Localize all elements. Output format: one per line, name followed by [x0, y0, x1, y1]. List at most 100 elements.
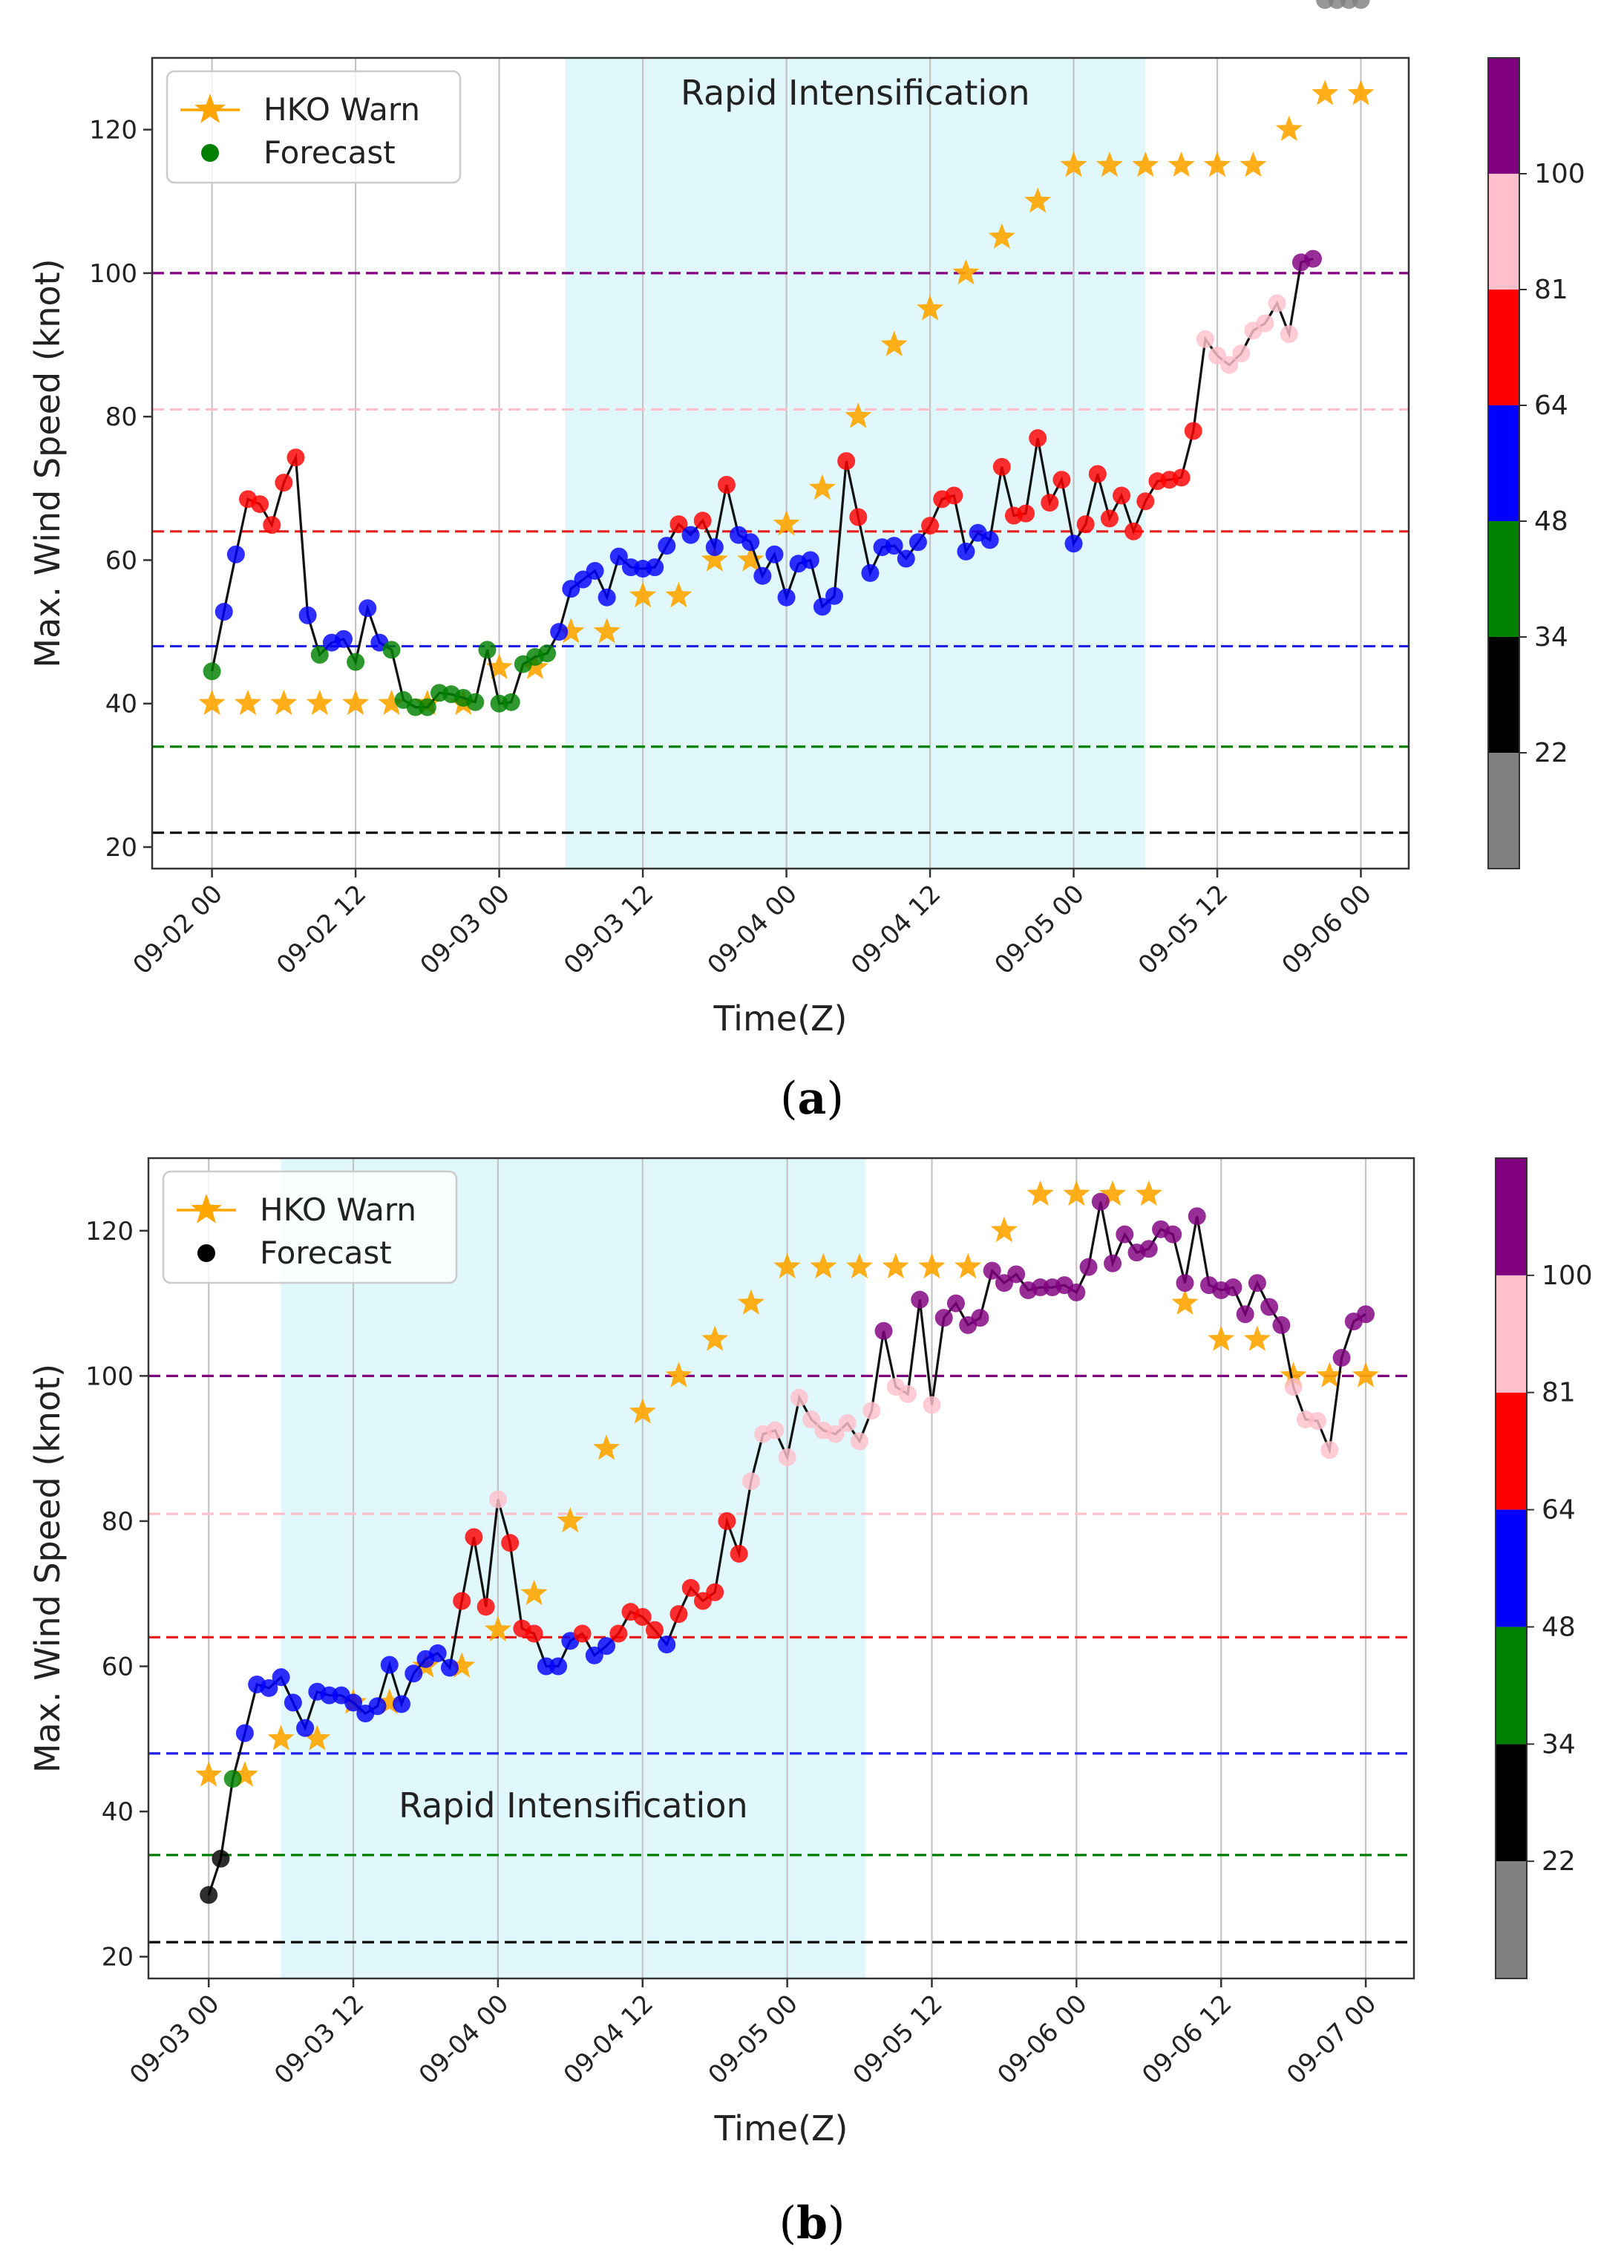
- x-tick-label: 09-04 12: [845, 879, 946, 980]
- colorbar-segment: [1496, 1275, 1527, 1393]
- forecast-point: [1232, 344, 1251, 363]
- forecast-point: [310, 646, 329, 664]
- forecast-point: [1332, 1348, 1351, 1367]
- colorbar-segment: [1488, 521, 1519, 637]
- forecast-point: [658, 537, 676, 555]
- colorbar-label: 64: [1534, 390, 1568, 421]
- hko-warn-star: [198, 689, 226, 716]
- hko-warn-star: [267, 1725, 295, 1751]
- hko-warn-star: [484, 1615, 511, 1641]
- forecast-point: [287, 448, 305, 467]
- hko-warn-star: [1312, 79, 1339, 105]
- hko-warn-star: [304, 1725, 331, 1751]
- forecast-point: [334, 630, 353, 648]
- legend-circle-marker: [201, 144, 219, 162]
- y-tick-label: 120: [85, 1217, 134, 1246]
- forecast-point: [549, 1657, 568, 1676]
- forecast-point: [646, 558, 664, 577]
- forecast-point: [669, 515, 688, 534]
- forecast-point: [861, 563, 880, 582]
- forecast-point: [212, 1849, 230, 1868]
- hko-warn-star: [195, 1761, 223, 1787]
- forecast-point: [1079, 1258, 1098, 1276]
- hko-warn-star: [1275, 115, 1303, 141]
- y-tick-label: 40: [102, 1797, 134, 1827]
- forecast-point: [766, 1421, 785, 1439]
- y-tick-label: 60: [105, 546, 137, 575]
- hko-warn-star: [1203, 151, 1231, 177]
- hko-warn-star: [1063, 1180, 1090, 1206]
- x-tick-label: 09-05 00: [989, 879, 1090, 980]
- hko-warn-star: [1132, 151, 1159, 177]
- forecast-point: [1091, 1192, 1110, 1211]
- forecast-point: [382, 641, 401, 659]
- forecast-point: [368, 1697, 387, 1716]
- forecast-point: [428, 1644, 447, 1662]
- forecast-point: [717, 475, 736, 494]
- colorbar-label: 22: [1542, 1846, 1576, 1877]
- forecast-point: [633, 1608, 652, 1627]
- hko-warn-star: [593, 618, 621, 644]
- forecast-point: [646, 1621, 664, 1639]
- forecast-point: [1224, 1278, 1242, 1297]
- hko-warn-star: [376, 1688, 403, 1714]
- x-tick-label: 09-05 12: [1133, 879, 1234, 980]
- forecast-point: [1236, 1305, 1254, 1324]
- forecast-point: [440, 1658, 459, 1677]
- forecast-point: [1007, 1265, 1026, 1284]
- hko-warn-star: [521, 653, 549, 679]
- hko-warn-star: [882, 1252, 909, 1279]
- x-tick-label: 09-02 12: [271, 879, 372, 980]
- hko-warn-star: [1316, 1362, 1343, 1388]
- forecast-point: [1280, 325, 1298, 344]
- hko-warn-star: [1024, 187, 1052, 213]
- forecast-point: [418, 698, 436, 716]
- forecast-point: [296, 1719, 315, 1737]
- legend: HKO Warn Forecast: [166, 70, 462, 184]
- forecast-point: [223, 1770, 242, 1788]
- forecast-point: [251, 495, 269, 514]
- x-tick-label: 09-07 00: [1281, 1989, 1382, 2090]
- hko-warn-star: [1280, 1362, 1307, 1388]
- hko-warn-star: [1060, 151, 1087, 177]
- rapid-intensification-label: Rapid Intensification: [681, 73, 1029, 113]
- forecast-point: [1184, 422, 1202, 440]
- forecast-point: [488, 1490, 507, 1509]
- x-tick-label: 09-06 00: [992, 1989, 1093, 2090]
- forecast-point: [1309, 1411, 1327, 1430]
- hko-warn-star: [990, 1216, 1018, 1243]
- hko-warn-star: [1352, 1362, 1380, 1388]
- hko-warn-star: [808, 474, 836, 500]
- hko-warn-star: [918, 1252, 946, 1279]
- hko-warn-star: [737, 1289, 764, 1315]
- forecast-point: [669, 1605, 688, 1624]
- forecast-point: [837, 452, 856, 471]
- panel-b: Rapid Intensification 20 40 60 80 100 120 09-03…: [27, 1157, 1415, 2148]
- y-tick-label: 80: [102, 1507, 134, 1537]
- hko-warn-star: [952, 258, 980, 285]
- legend-star-marker: [194, 94, 226, 123]
- hko-warn-star: [773, 510, 800, 536]
- forecast-point: [263, 516, 281, 535]
- y-tick-label: 20: [102, 1943, 134, 1973]
- forecast-point: [226, 545, 245, 563]
- forecast-point: [971, 1309, 989, 1327]
- forecast-point: [992, 457, 1011, 476]
- colorbar-label: 100: [1542, 1261, 1593, 1291]
- forecast-point: [983, 1261, 1001, 1280]
- forecast-point: [597, 588, 616, 607]
- y-tick-label: 120: [89, 116, 137, 146]
- forecast-point: [849, 508, 868, 526]
- forecast-point: [298, 606, 317, 624]
- forecast-point: [946, 1294, 965, 1313]
- forecast-point: [477, 1598, 495, 1616]
- forecast-point: [693, 512, 712, 530]
- forecast-point: [753, 566, 772, 585]
- x-tick-label: 09-05 00: [703, 1989, 804, 2090]
- forecast-point: [1352, 0, 1370, 9]
- forecast-point: [1124, 522, 1143, 540]
- forecast-point: [897, 549, 915, 568]
- hko-warn-star: [846, 1252, 874, 1279]
- panel-a: Rapid Intensification 20 40 60 80 100 120 09-02…: [27, 0, 1410, 1039]
- forecast-point: [921, 517, 940, 535]
